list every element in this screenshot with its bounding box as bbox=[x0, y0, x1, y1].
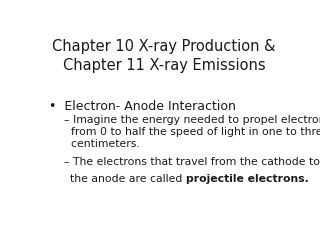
Text: – Imagine the energy needed to propel electron
  from 0 to half the speed of lig: – Imagine the energy needed to propel el… bbox=[64, 115, 320, 149]
Text: projectile electrons.: projectile electrons. bbox=[186, 174, 308, 184]
Text: the anode are called: the anode are called bbox=[70, 174, 186, 184]
Text: •  Electron- Anode Interaction: • Electron- Anode Interaction bbox=[49, 100, 236, 113]
Text: – The electrons that travel from the cathode to: – The electrons that travel from the cat… bbox=[64, 157, 320, 167]
Text: Chapter 10 X-ray Production &
Chapter 11 X-ray Emissions: Chapter 10 X-ray Production & Chapter 11… bbox=[52, 39, 276, 72]
